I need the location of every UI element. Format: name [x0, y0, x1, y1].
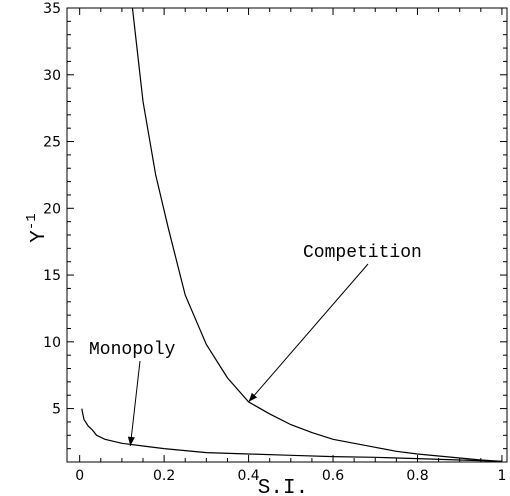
annotation-arrowhead-monopoly — [127, 436, 135, 446]
x-tick-label: 0 — [75, 468, 84, 484]
x-tick-label: 0.8 — [406, 468, 428, 484]
annotation-label-monopoly: Monopoly — [89, 340, 176, 360]
y-axis-title: Y-1 — [24, 213, 51, 242]
y-tick-label: 20 — [43, 201, 61, 217]
annotation-label-competition: Competition — [303, 243, 422, 263]
plot-frame — [66, 7, 508, 463]
x-tick-label: 0.2 — [153, 468, 175, 484]
x-tick-label: 1 — [497, 468, 506, 484]
annotation-arrow-competition — [248, 263, 369, 403]
y-tick-label: 5 — [52, 402, 61, 418]
series-line-competition — [131, 7, 502, 462]
annotation-arrowhead-competition — [248, 392, 258, 402]
y-tick-label: 30 — [43, 68, 61, 84]
series-line-monopoly — [81, 408, 502, 462]
y-axis-title-base: Y — [28, 230, 51, 243]
y-tick-label: 15 — [43, 268, 61, 284]
x-axis-ticks: 0 0.2 0.4 0.6 0.8 1 — [75, 8, 506, 484]
y-axis-title-exponent: -1 — [24, 213, 40, 230]
x-tick-label: 0.6 — [322, 468, 344, 484]
x-axis-title: S.I. — [258, 477, 308, 496]
y-tick-label: 25 — [43, 135, 61, 151]
annotation-layer: Competition Monopoly — [89, 243, 422, 447]
y-axis-ticks: 5 10 15 20 25 30 35 — [43, 1, 507, 450]
x-tick-label: 0.4 — [237, 468, 259, 484]
series-layer — [81, 7, 502, 462]
annotation-arrow-monopoly — [129, 360, 141, 447]
y-tick-label: 10 — [43, 335, 61, 351]
y-tick-label: 35 — [43, 1, 61, 17]
